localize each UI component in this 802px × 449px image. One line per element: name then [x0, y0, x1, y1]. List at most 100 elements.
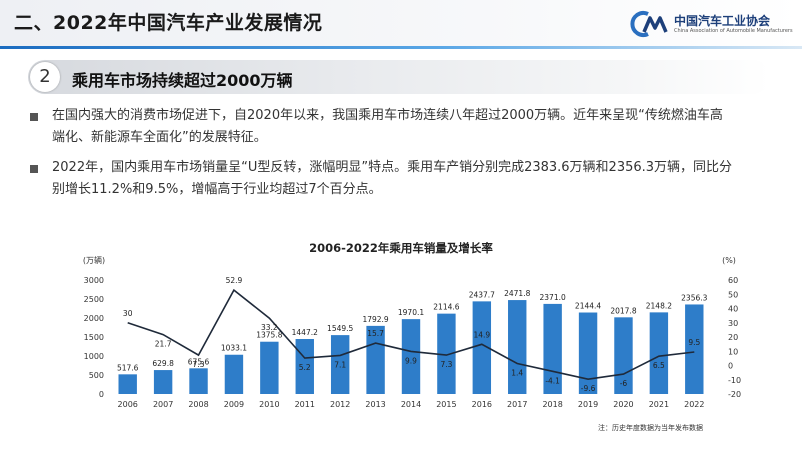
sales-bar-label: 629.8: [152, 359, 174, 368]
sales-bar-label: 517.6: [117, 363, 139, 372]
y-tick-label: 3000: [84, 276, 104, 285]
y-tick-label: 500: [89, 371, 104, 380]
section-banner: [28, 60, 770, 94]
sales-bar: [649, 312, 669, 394]
paragraph-1-line-1: 在国内强大的消费市场促进下，自2020年以来，我国乘用车市场连续八年超过2000…: [52, 108, 723, 123]
sales-bar-labels: 517.6 629.8 675.6 1033.1 1375.8 1447.2 1549.5 1…: [117, 289, 708, 372]
y2-tick-label: 60: [728, 276, 738, 285]
caam-logo-icon: [630, 11, 668, 37]
y-tick-label: 1500: [84, 333, 104, 342]
sales-bar-label: 2371.0: [540, 293, 566, 302]
x-tick-label: 2021: [649, 400, 669, 409]
sales-bar-label: 1447.2: [292, 328, 318, 337]
growth-label: 6.5: [653, 361, 665, 370]
caam-logo: 中国汽车工业协会 China Association of Automobile…: [628, 10, 796, 38]
growth-label: 33.2: [261, 323, 278, 332]
sales-bar: [153, 370, 173, 394]
growth-label: -6: [620, 379, 628, 388]
paragraph-2-line-2: 别增长11.2%和9.5%，增幅高于行业均超过7个百分点。: [52, 182, 382, 197]
x-tick-label: 2022: [684, 400, 704, 409]
y2-tick-label: -10: [728, 376, 741, 385]
paragraph-1-line-2: 端化、新能源车全面化”的发展特征。: [52, 130, 267, 145]
sales-bar-label: 2017.8: [610, 306, 636, 315]
x-tick-label: 2020: [613, 400, 633, 409]
slide-title: 二、2022年中国汽车产业发展情况: [14, 12, 323, 34]
x-tick-label: 2012: [330, 400, 350, 409]
growth-label: -9.6: [581, 384, 596, 393]
y2-tick-label: -20: [728, 390, 741, 399]
y2-tick-label: 10: [728, 347, 738, 356]
sales-bar: [260, 341, 279, 394]
paragraph-1: 在国内强大的消费市场促进下，自2020年以来，我国乘用车市场连续八年超过2000…: [52, 105, 772, 149]
growth-label: 9.9: [405, 356, 417, 365]
y2-axis-label: (%): [722, 256, 736, 265]
growth-label: 30: [123, 309, 133, 318]
x-tick-label: 2007: [153, 400, 173, 409]
y-tick-label: 1000: [84, 352, 104, 361]
header-divider: [0, 46, 802, 49]
y2-tick-label: 20: [728, 333, 738, 342]
x-tick-label: 2011: [295, 400, 315, 409]
sales-bar-label: 1792.9: [362, 315, 388, 324]
growth-label: 7.3: [440, 360, 452, 369]
growth-label: -4.1: [545, 376, 560, 385]
y-tick-label: 2000: [84, 314, 104, 323]
header-bar: [0, 0, 802, 46]
x-tick-label: 2018: [542, 400, 562, 409]
sales-bar: [437, 313, 456, 394]
sales-bar: [578, 312, 598, 394]
section-number: 2: [30, 62, 60, 92]
sales-bar-label: 2437.7: [469, 290, 495, 299]
sales-bar-label: 1033.1: [221, 344, 247, 353]
growth-line: [127, 288, 695, 381]
sales-bar-label: 1549.5: [327, 324, 353, 333]
bullet-marker: [30, 113, 38, 121]
sales-bar-label: 2114.6: [433, 303, 459, 312]
sales-bar: [330, 335, 350, 394]
y-axis-ticks: 0 500 1000 1500 2000 2500 3000: [84, 276, 104, 399]
sales-bar-label: 2471.8: [504, 289, 530, 298]
sales-bar: [543, 303, 562, 394]
growth-label: 7.1: [334, 360, 346, 369]
growth-label: 5.2: [299, 363, 311, 372]
sales-bar-label: 2356.3: [681, 293, 707, 302]
growth-label: 52.9: [226, 276, 243, 285]
growth-label: 14.9: [473, 330, 490, 339]
growth-label: 15.7: [367, 329, 384, 338]
chart-title: 2006-2022年乘用车销量及增长率: [309, 241, 493, 255]
y2-tick-label: 30: [728, 319, 738, 328]
y2-axis-ticks: -20 -10 0 10 20 30 40 50 60: [728, 276, 741, 399]
logo-text-cn: 中国汽车工业协会: [674, 14, 771, 28]
y-tick-label: 2500: [84, 295, 104, 304]
y-axis-label: (万辆): [83, 255, 105, 265]
x-tick-label: 2019: [578, 400, 598, 409]
section-title: 乘用车市场持续超过2000万辆: [72, 71, 293, 90]
x-tick-label: 2013: [365, 400, 385, 409]
chart-note: 注：历史年度数据为当年发布数据: [598, 424, 703, 432]
x-tick-label: 2017: [507, 400, 527, 409]
sales-bar: [401, 319, 421, 394]
growth-label: 9.5: [688, 338, 700, 347]
paragraph-2: 2022年，国内乘用车市场销量呈“U型反转，涨幅明显”特点。乘用车产销分别完成2…: [52, 157, 772, 201]
y2-tick-label: 40: [728, 305, 738, 314]
bullet-marker: [30, 165, 38, 173]
growth-label: 1.4: [511, 369, 523, 378]
growth-line-group: [127, 288, 695, 381]
sales-bar-label: 1970.1: [398, 308, 424, 317]
growth-labels: 30 21.7 7.3 52.9 33.2 5.2 7.1 15.7 9.9 7.3 14.9 1.4…: [123, 276, 701, 393]
growth-label: 7.3: [193, 360, 205, 369]
x-tick-label: 2008: [188, 400, 208, 409]
y-tick-label: 0: [99, 390, 104, 399]
y2-tick-label: 50: [728, 290, 738, 299]
sales-bar: [685, 304, 704, 394]
y2-tick-label: 0: [728, 362, 733, 371]
x-tick-label: 2009: [224, 400, 244, 409]
growth-label: 21.7: [155, 340, 172, 349]
sales-bar-label: 2144.4: [575, 302, 601, 311]
paragraph-2-line-1: 2022年，国内乘用车市场销量呈“U型反转，涨幅明显”特点。乘用车产销分别完成2…: [52, 160, 733, 175]
logo-text-en: China Association of Automobile Manufact…: [674, 28, 793, 34]
sales-bar: [508, 300, 527, 394]
x-tick-label: 2006: [118, 400, 138, 409]
sales-bar: [472, 301, 492, 394]
